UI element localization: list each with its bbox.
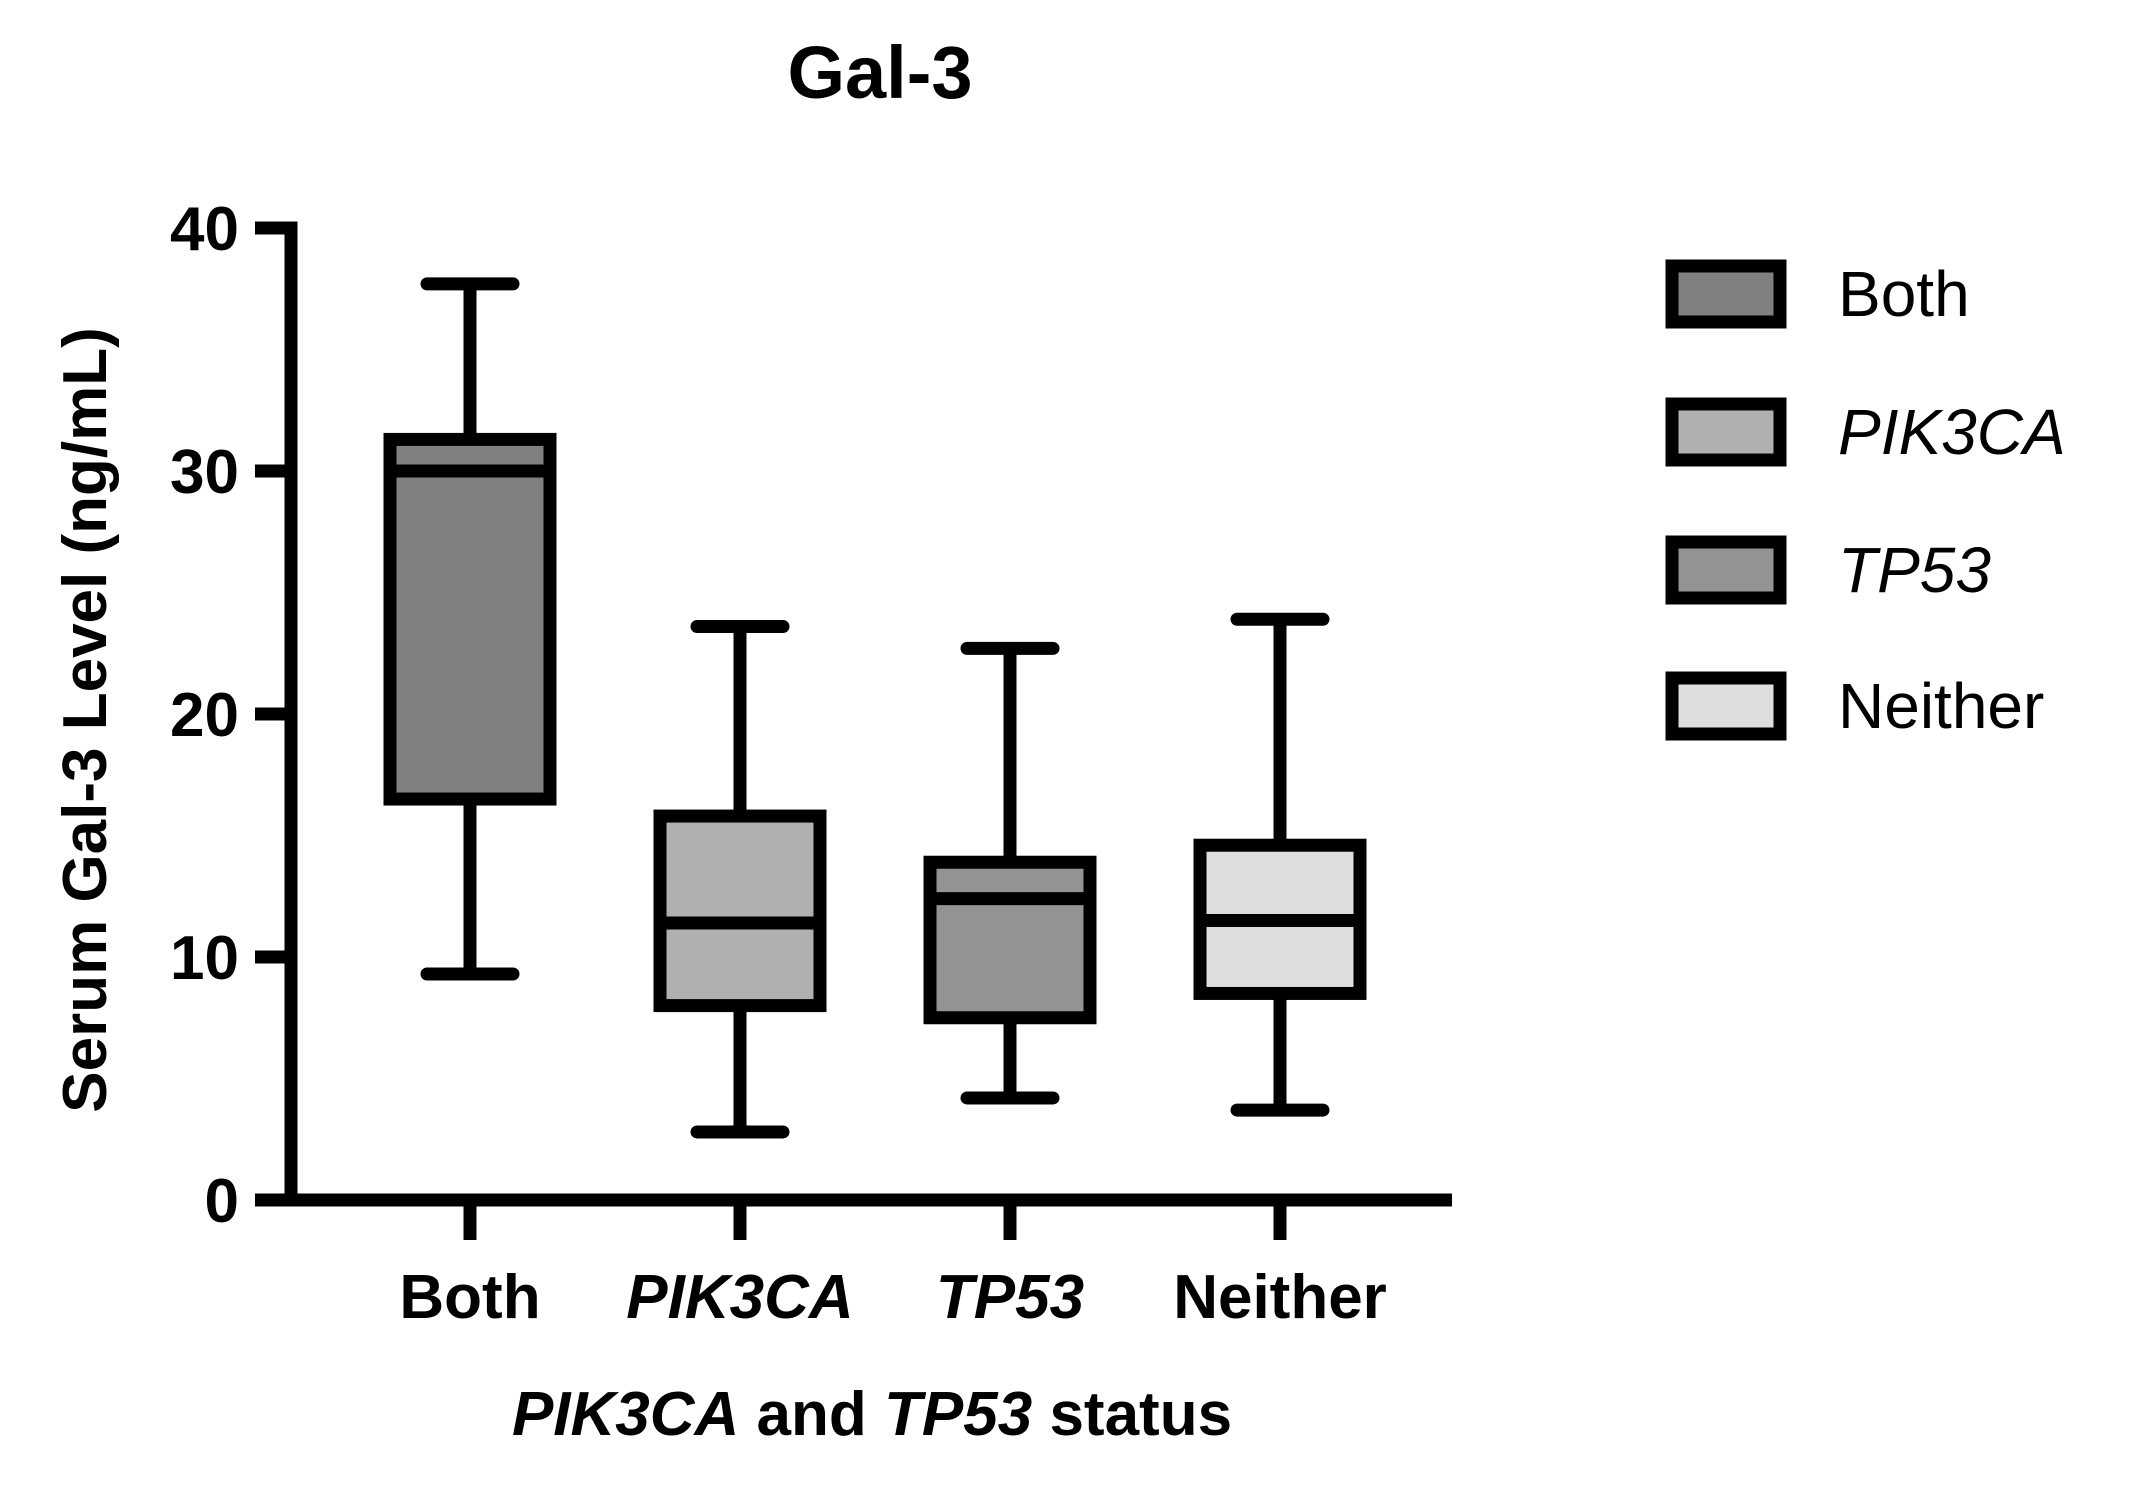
- box-group: [653, 620, 827, 1139]
- box-iqr: [383, 432, 557, 806]
- y-tick-label: 20: [170, 681, 239, 750]
- legend: Both PIK3CA TP53 Neither: [1665, 258, 2066, 742]
- y-tick-label: 10: [170, 924, 239, 993]
- legend-item: Neither: [1665, 670, 2044, 742]
- x-axis-label-part: and: [739, 1380, 884, 1449]
- legend-label: Neither: [1838, 670, 2044, 742]
- y-tick-label: 30: [170, 438, 239, 507]
- boxes: [383, 277, 1367, 1139]
- y-tick-label: 0: [205, 1167, 239, 1236]
- legend-swatch: [1665, 397, 1787, 467]
- legend-label: TP53: [1838, 534, 1991, 606]
- x-axis-label-part: TP53: [884, 1380, 1032, 1449]
- chart-title: Gal-3: [787, 31, 972, 114]
- box-iqr: [653, 809, 827, 1013]
- legend-swatch: [1665, 259, 1787, 329]
- box-group: [923, 641, 1097, 1105]
- y-tick-label: 40: [170, 195, 239, 264]
- box-iqr: [923, 855, 1097, 1025]
- legend-item: Both: [1665, 258, 1970, 330]
- legend-swatch: [1665, 671, 1787, 741]
- x-tick-label: TP53: [936, 1263, 1084, 1332]
- x-axis-label-part: PIK3CA: [512, 1380, 739, 1449]
- x-tick-label: Neither: [1173, 1263, 1387, 1332]
- x-tick-label: PIK3CA: [626, 1263, 853, 1332]
- x-axis-label-part: status: [1032, 1380, 1232, 1449]
- x-tick-labels: Both PIK3CA TP53 Neither: [399, 1200, 1387, 1332]
- box-group: [1193, 612, 1367, 1117]
- legend-item: TP53: [1665, 534, 1991, 606]
- box-group: [383, 277, 557, 981]
- y-axis-label-group: Serum Gal-3 Level (ng/mL): [51, 327, 120, 1113]
- legend-item: PIK3CA: [1665, 396, 2066, 468]
- legend-swatch: [1665, 535, 1787, 605]
- y-axis-label: Serum Gal-3 Level (ng/mL): [51, 327, 120, 1113]
- x-axis-label: PIK3CA and TP53 status: [512, 1380, 1232, 1449]
- axes: 0 10 20 30 40: [170, 195, 1452, 1236]
- x-tick-label: Both: [399, 1263, 540, 1332]
- legend-label: PIK3CA: [1838, 396, 2066, 468]
- legend-label: Both: [1838, 258, 1970, 330]
